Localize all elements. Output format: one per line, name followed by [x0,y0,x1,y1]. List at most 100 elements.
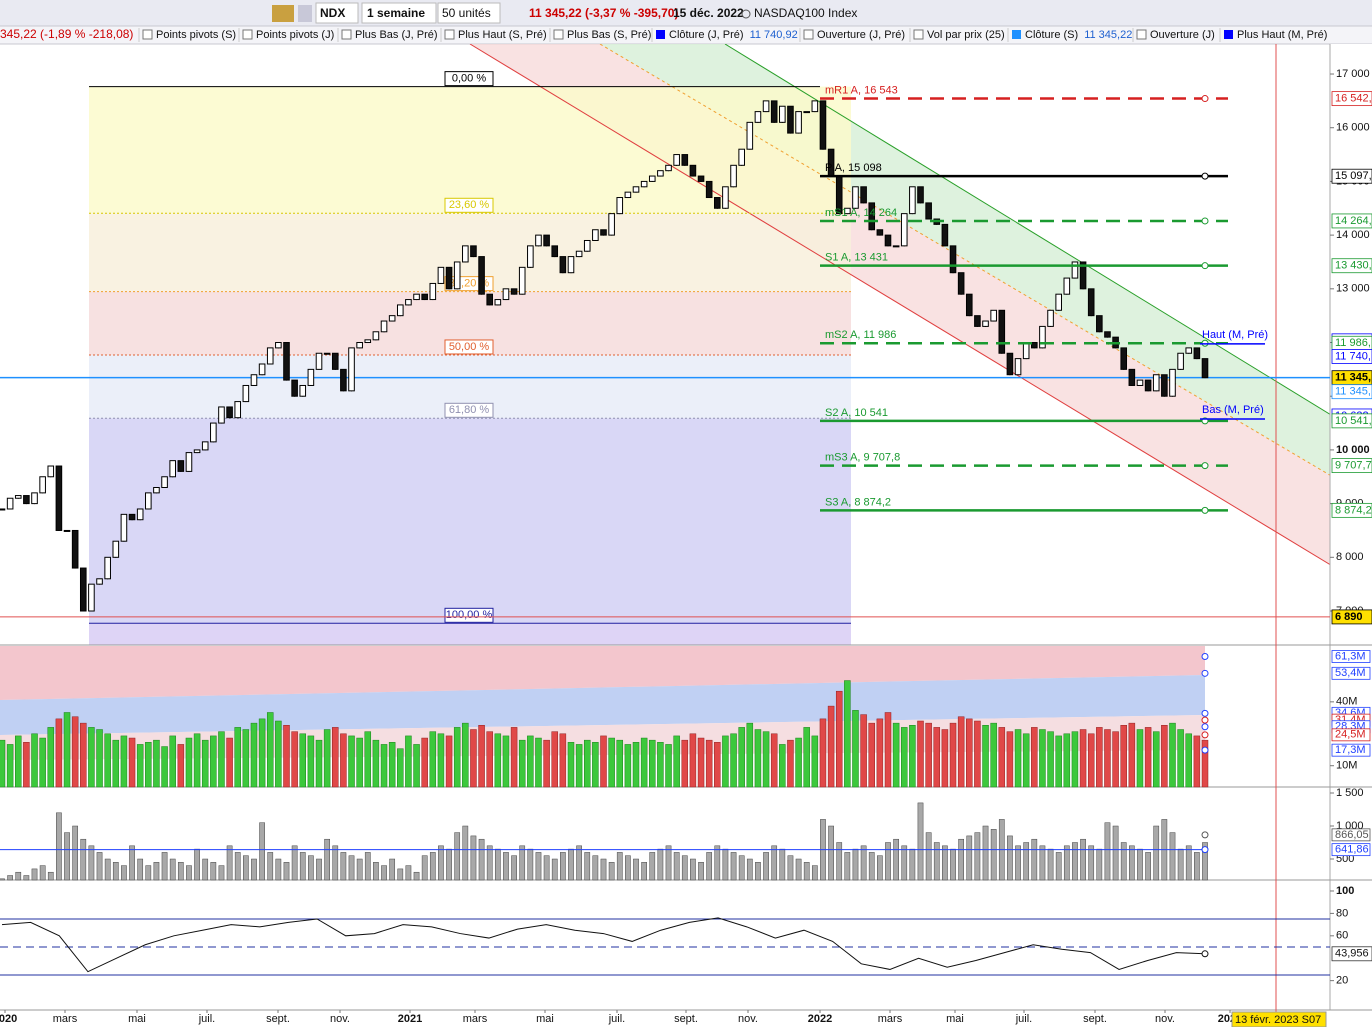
candle [486,293,494,306]
fib-label: 100,00 % [446,609,493,621]
volume2-bar [1185,845,1192,881]
legend-checkbox[interactable] [142,29,153,40]
candle [1071,261,1079,279]
price-tag [1331,91,1372,107]
symbol[interactable]: NDX [320,6,345,20]
candle [364,339,372,344]
volume2-bar [39,865,46,881]
volume-bar [421,737,428,788]
legend-label[interactable]: Vol par prix (25) [927,29,1005,41]
legend-checkbox[interactable] [444,29,455,40]
volume-bar [730,733,737,788]
x-tick-label: mars [53,1013,78,1025]
volume2-bar [137,858,144,881]
legend-value: 11 740,92 [750,29,798,41]
vol-handle [1201,731,1209,739]
volume2-bar [23,875,30,881]
volume-bar [543,739,550,788]
volume2-bar [1169,832,1176,881]
legend-checkbox[interactable] [1136,29,1147,40]
candle [242,384,250,403]
legend-label[interactable]: Clôture (J, Pré) [669,29,744,41]
volume2-bar [982,825,989,881]
candle [153,487,160,494]
volume-bar [429,731,437,788]
legend-checkbox[interactable] [553,29,564,40]
legend-label[interactable]: Plus Haut (M, Pré) [1237,29,1327,41]
symbol-box[interactable] [315,2,359,24]
price-tag-label: 11 345, [1335,372,1371,384]
vol2-tag [1331,843,1371,857]
volume2-bar [868,852,875,881]
legend-checkbox[interactable] [341,29,352,40]
legend-checkbox[interactable] [242,29,253,40]
radio[interactable] [741,9,751,19]
volume2-bar [722,848,729,881]
legend-label[interactable]: Points pivots (J) [256,29,334,41]
volume2-bar [275,858,282,881]
candle [185,452,193,472]
legend-label[interactable]: Plus Haut (S, Pré) [458,29,547,41]
legend-label[interactable]: Ouverture (J) [1150,29,1215,41]
interval[interactable]: 1 semaine [367,6,425,20]
volume2-bar [714,845,721,881]
volume2-bar [568,848,574,881]
volume2-bar [909,848,916,881]
volume2-bar [104,858,111,881]
volume2-bar [1031,838,1038,881]
pivot-label: S2 A, 10 541 [825,407,888,419]
candle [1079,261,1087,290]
pivot-handle [1201,95,1209,103]
candle [299,384,307,397]
volume2-bar [486,845,493,881]
volume-bar [462,722,469,788]
candle [746,121,754,150]
volume-bar [15,735,22,788]
vol-tag [1331,666,1371,680]
legend-label[interactable]: Clôture (S) [1025,29,1078,41]
units-box[interactable] [437,2,501,24]
x-tick-label: juil. [608,1013,626,1025]
volume-bar [266,712,274,788]
candle [226,406,233,419]
interval-box[interactable] [361,2,437,24]
volume2-bar [673,852,680,881]
candle [315,352,323,370]
volume2-bar [901,845,908,881]
volume-bar [283,725,290,788]
legend-checkbox[interactable] [803,29,814,40]
legend-label[interactable]: Ouverture (J, Pré) [817,29,905,41]
legend-label[interactable]: Plus Bas (S, Pré) [567,29,651,41]
candle [405,299,412,306]
demo-icon [272,5,294,22]
volume2-bar [47,871,54,881]
volume-bar [657,742,664,788]
volume-bar [445,735,453,788]
candle [0,508,6,511]
x-tick-label: mai [128,1013,146,1025]
legend-label[interactable]: Points pivots (S) [156,29,236,41]
fib-zone [89,623,851,645]
candle [177,460,185,472]
volume-bar [1022,733,1030,788]
candle [1169,368,1176,397]
volume2-bar [657,848,664,881]
volume2-bar [1202,842,1208,881]
volume2-bar [129,845,135,881]
vol-handle [1201,746,1209,754]
volume2-bar [1145,852,1151,881]
icon [298,5,312,22]
candle [681,154,689,166]
candle [1201,358,1209,379]
volume-bar [6,744,14,788]
legend-label[interactable]: Plus Bas (J, Pré) [355,29,438,41]
candle [388,315,396,322]
candle [396,304,404,317]
units[interactable]: 50 unités [442,6,491,20]
candle [868,202,876,231]
volume2-bar [551,858,558,881]
volume-bar [120,735,128,788]
volume-bar [600,735,607,788]
legend-checkbox[interactable] [913,29,924,40]
y-tick-label: 8 000 [1336,551,1364,563]
